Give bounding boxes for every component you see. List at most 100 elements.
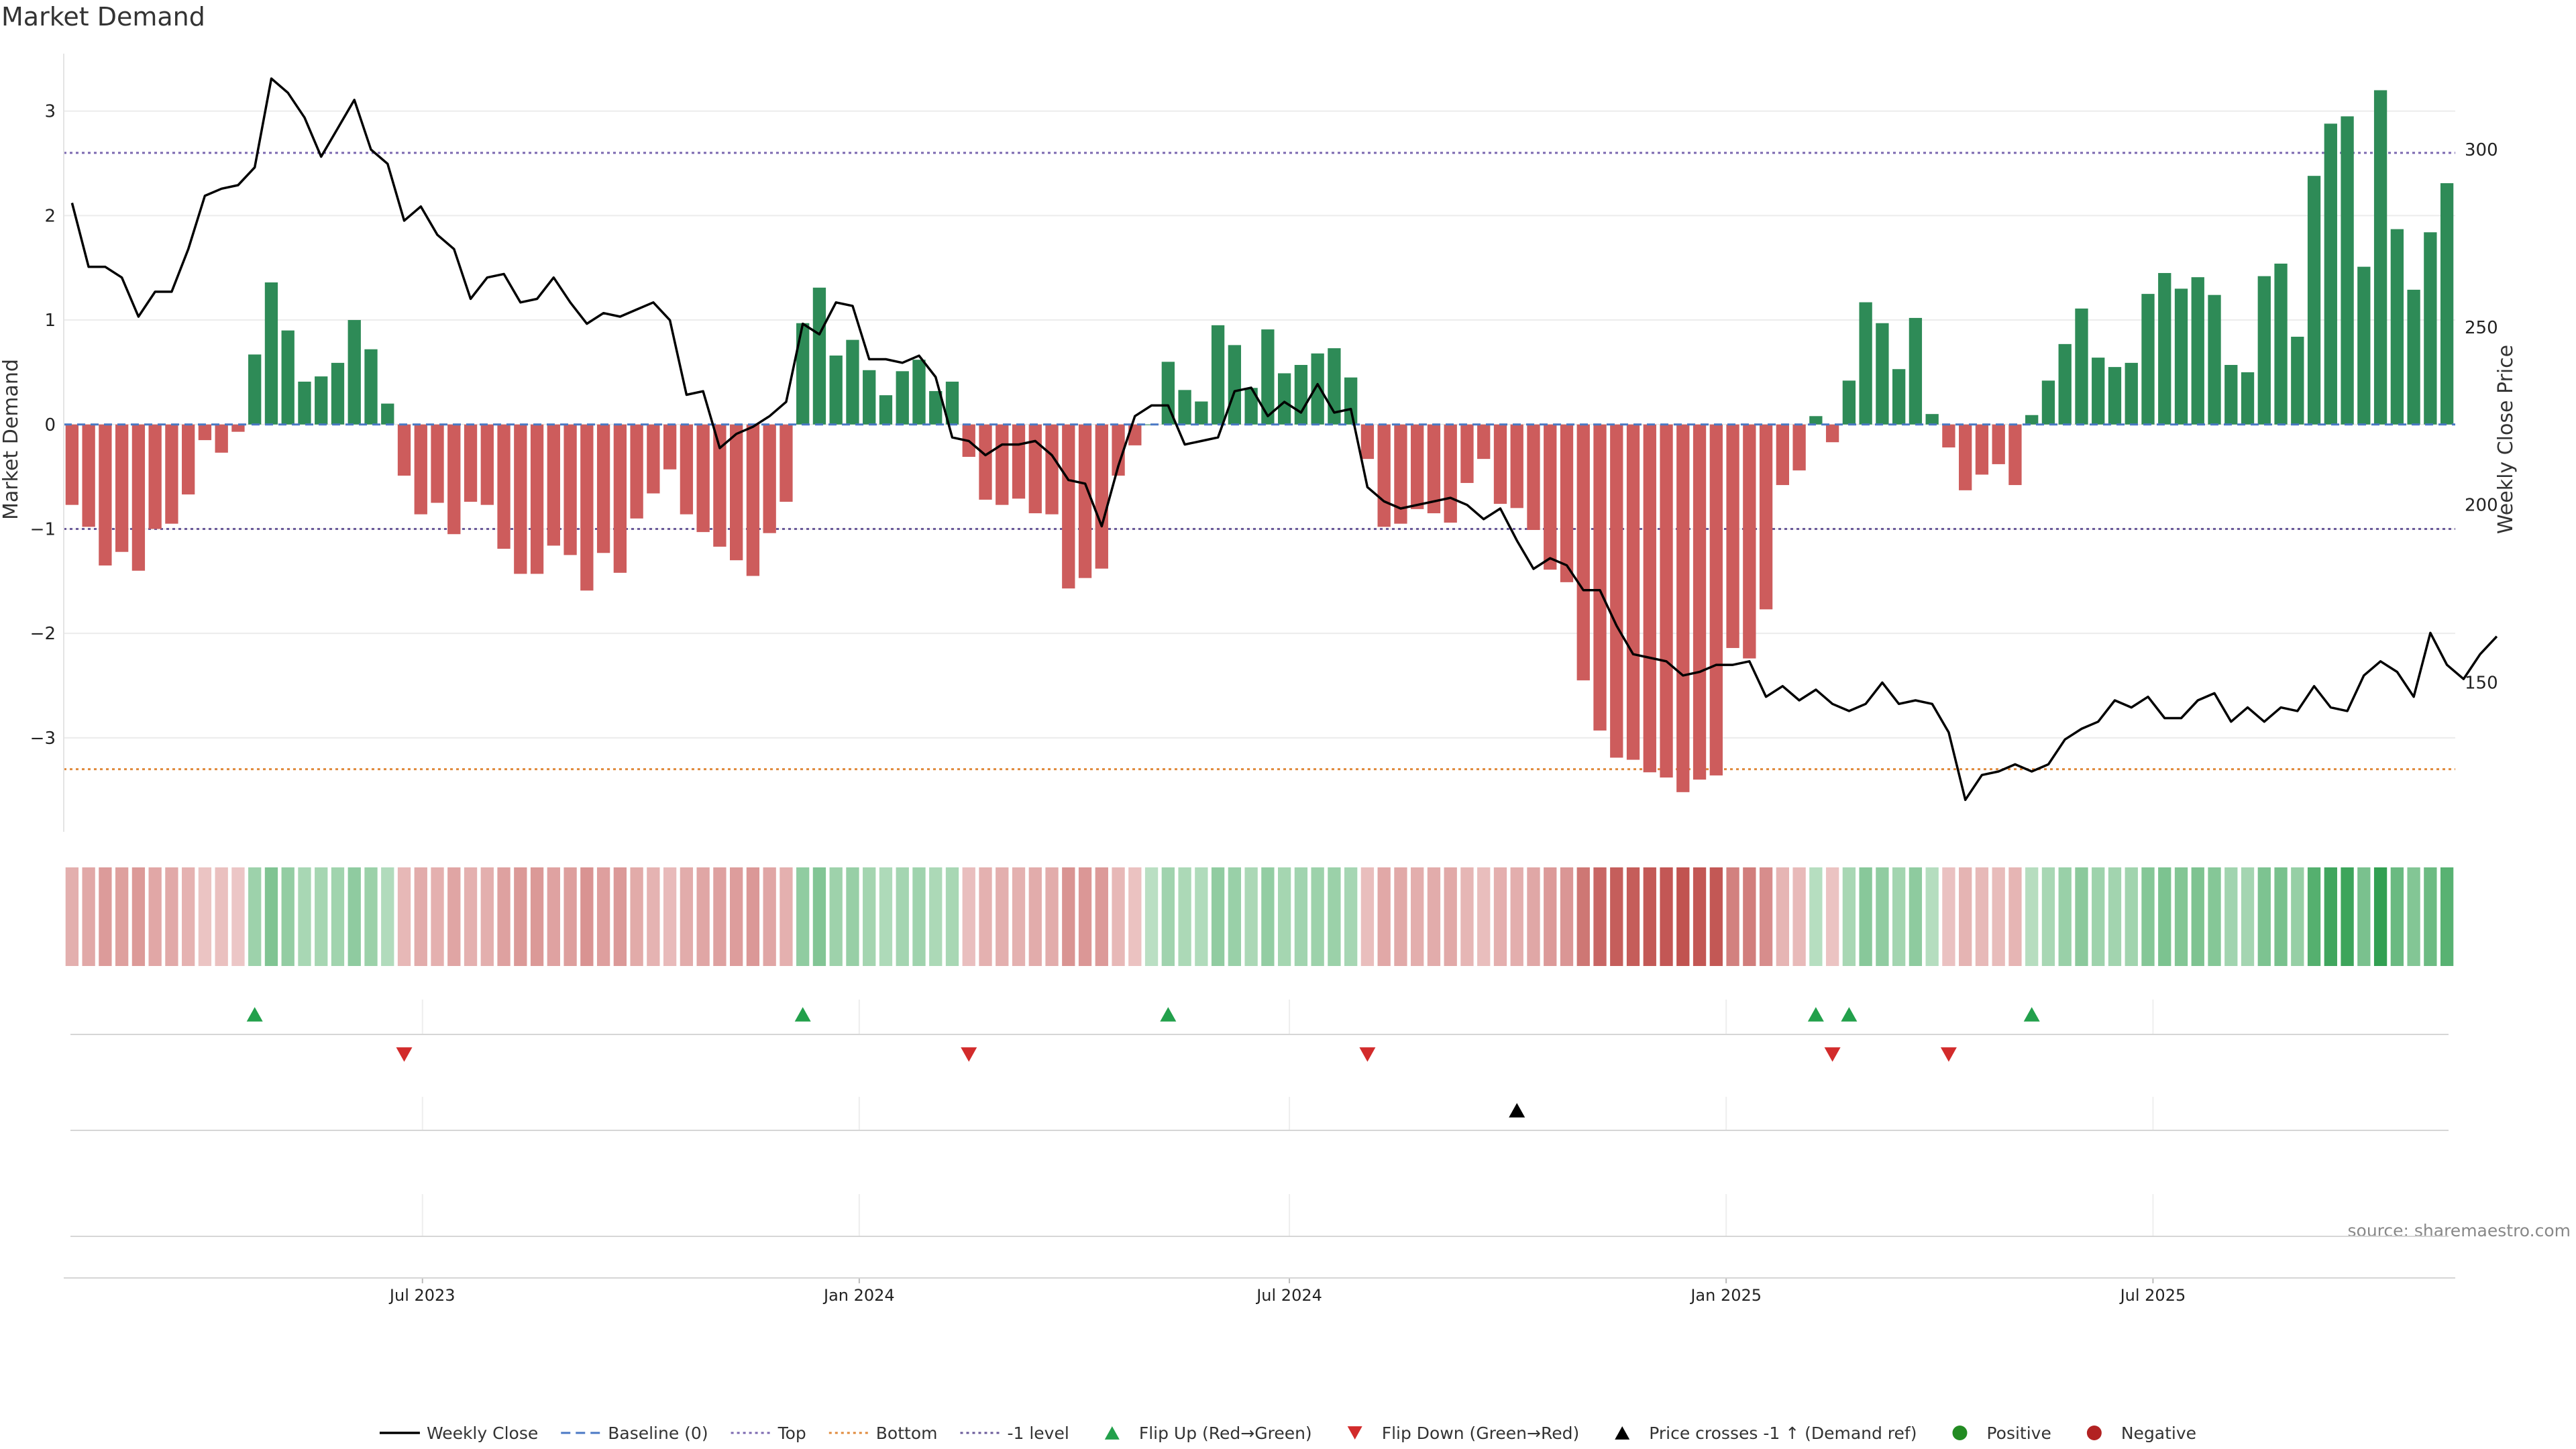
legend-label: Flip Up (Red→Green): [1139, 1424, 1312, 1443]
positive-demand-bar: [1344, 377, 1358, 425]
positive-demand-bar: [1277, 373, 1291, 425]
heat-strip-cell: [613, 867, 627, 966]
heat-strip-cell: [780, 867, 793, 966]
x-tick-label: Jul 2024: [1255, 1286, 1322, 1305]
heat-strip-cell: [1544, 867, 1557, 966]
heat-strip-cell: [2390, 867, 2404, 966]
heat-strip-cell: [696, 867, 710, 966]
positive-demand-bar: [364, 349, 378, 425]
legend-swatch-price-cross: [1615, 1426, 1630, 1440]
heat-strip-cell: [1510, 867, 1523, 966]
legend-label: Negative: [2121, 1424, 2196, 1443]
positive-demand-bar: [2357, 266, 2371, 425]
heat-strip-cell: [198, 867, 212, 966]
heat-strip-cell: [1825, 867, 1839, 966]
negative-demand-bar: [464, 424, 478, 502]
negative-demand-bar: [115, 424, 129, 552]
heat-strip-cell: [1925, 867, 1939, 966]
heat-strip-cell: [1560, 867, 1574, 966]
heat-strip-cell: [1477, 867, 1491, 966]
heat-strip-cell: [1444, 867, 1457, 966]
flip-down-marker: [1824, 1047, 1841, 1062]
negative-demand-bar: [547, 424, 560, 546]
legend-label: Positive: [1986, 1424, 2051, 1443]
flip-down-marker: [396, 1047, 413, 1062]
heat-strip-cell: [1709, 867, 1723, 966]
heat-strip-cell: [82, 867, 95, 966]
negative-demand-bar: [148, 424, 162, 529]
heat-strip-cell: [1078, 867, 1092, 966]
heat-strip-cell: [1975, 867, 1989, 966]
positive-demand-bar: [879, 395, 893, 425]
heat-strip-cell: [480, 867, 494, 966]
heat-strip-cell: [1809, 867, 1823, 966]
positive-demand-bar: [846, 339, 859, 425]
heat-strip-cell: [1294, 867, 1308, 966]
legend-swatch-positive: [1952, 1426, 1968, 1440]
positive-demand-bar: [2174, 288, 2188, 425]
positive-demand-bar: [2341, 116, 2354, 425]
heat-strip-cell: [2174, 867, 2188, 966]
negative-demand-bar: [1360, 424, 1375, 460]
legend-swatch-flip-up: [1104, 1426, 1120, 1440]
negative-demand-bar: [82, 424, 95, 527]
heat-strip-cell: [2324, 867, 2337, 966]
positive-demand-bar: [912, 360, 926, 425]
positive-demand-bar: [2307, 176, 2321, 425]
heat-strip-cell: [431, 867, 444, 966]
legend-swatch-negative: [2086, 1426, 2102, 1440]
x-tick-label: Jul 2025: [2119, 1286, 2186, 1305]
heat-strip-cell: [1527, 867, 1540, 966]
legend-label: Baseline (0): [608, 1424, 708, 1443]
heat-strip-cell: [1693, 867, 1707, 966]
negative-demand-bar: [1493, 424, 1507, 504]
heat-strip-cell: [796, 867, 810, 966]
positive-demand-bar: [331, 362, 345, 425]
heat-strip-cell: [1610, 867, 1623, 966]
y2-tick-label: 200: [2465, 496, 2498, 516]
negative-demand-bar: [1975, 424, 1989, 475]
positive-demand-bar: [2257, 276, 2271, 425]
y2-tick-label: 150: [2465, 674, 2498, 694]
negative-demand-bar: [713, 424, 727, 547]
positive-demand-bar: [1876, 323, 1889, 425]
negative-demand-bar: [1676, 424, 1690, 792]
flip-up-marker: [2023, 1007, 2040, 1022]
heat-strip-cell: [1842, 867, 1856, 966]
negative-demand-bar: [1544, 424, 1557, 570]
negative-demand-bar: [514, 424, 527, 574]
positive-demand-bar: [812, 287, 826, 425]
positive-demand-bar: [2058, 343, 2072, 425]
negative-demand-bar: [1610, 424, 1623, 758]
positive-demand-bar: [298, 381, 311, 425]
flip-down-marker: [1940, 1047, 1957, 1062]
heat-strip-cell: [2125, 867, 2138, 966]
heat-strip-cell: [1360, 867, 1375, 966]
heat-strip-cell: [2257, 867, 2271, 966]
negative-demand-bar: [131, 424, 146, 571]
heat-strip-cell: [182, 867, 195, 966]
positive-demand-bar: [1892, 369, 1906, 425]
negative-demand-bar: [480, 424, 494, 505]
heat-strip-cell: [1028, 867, 1042, 966]
negative-demand-bar: [1992, 424, 2005, 464]
heat-strip-cell: [414, 867, 427, 966]
heat-strip-cell: [863, 867, 876, 966]
negative-demand-bar: [1942, 424, 1955, 448]
heat-strip-cell: [2092, 867, 2105, 966]
heat-strip-cell: [979, 867, 992, 966]
heat-strip-cell: [547, 867, 560, 966]
negative-demand-bar: [1045, 424, 1059, 515]
weekly-close-price-line: [70, 77, 2498, 802]
heat-strip-cell: [680, 867, 694, 966]
positive-demand-bar: [863, 370, 876, 425]
legend-label: Flip Down (Green→Red): [1382, 1424, 1580, 1443]
heat-strip-cell: [746, 867, 760, 966]
y-tick-label: 3: [44, 102, 56, 122]
positive-demand-bar: [829, 355, 843, 425]
negative-demand-bar: [1959, 424, 1972, 490]
negative-demand-bar: [613, 424, 627, 573]
positive-demand-bar: [796, 323, 810, 425]
heat-strip-cell: [996, 867, 1009, 966]
